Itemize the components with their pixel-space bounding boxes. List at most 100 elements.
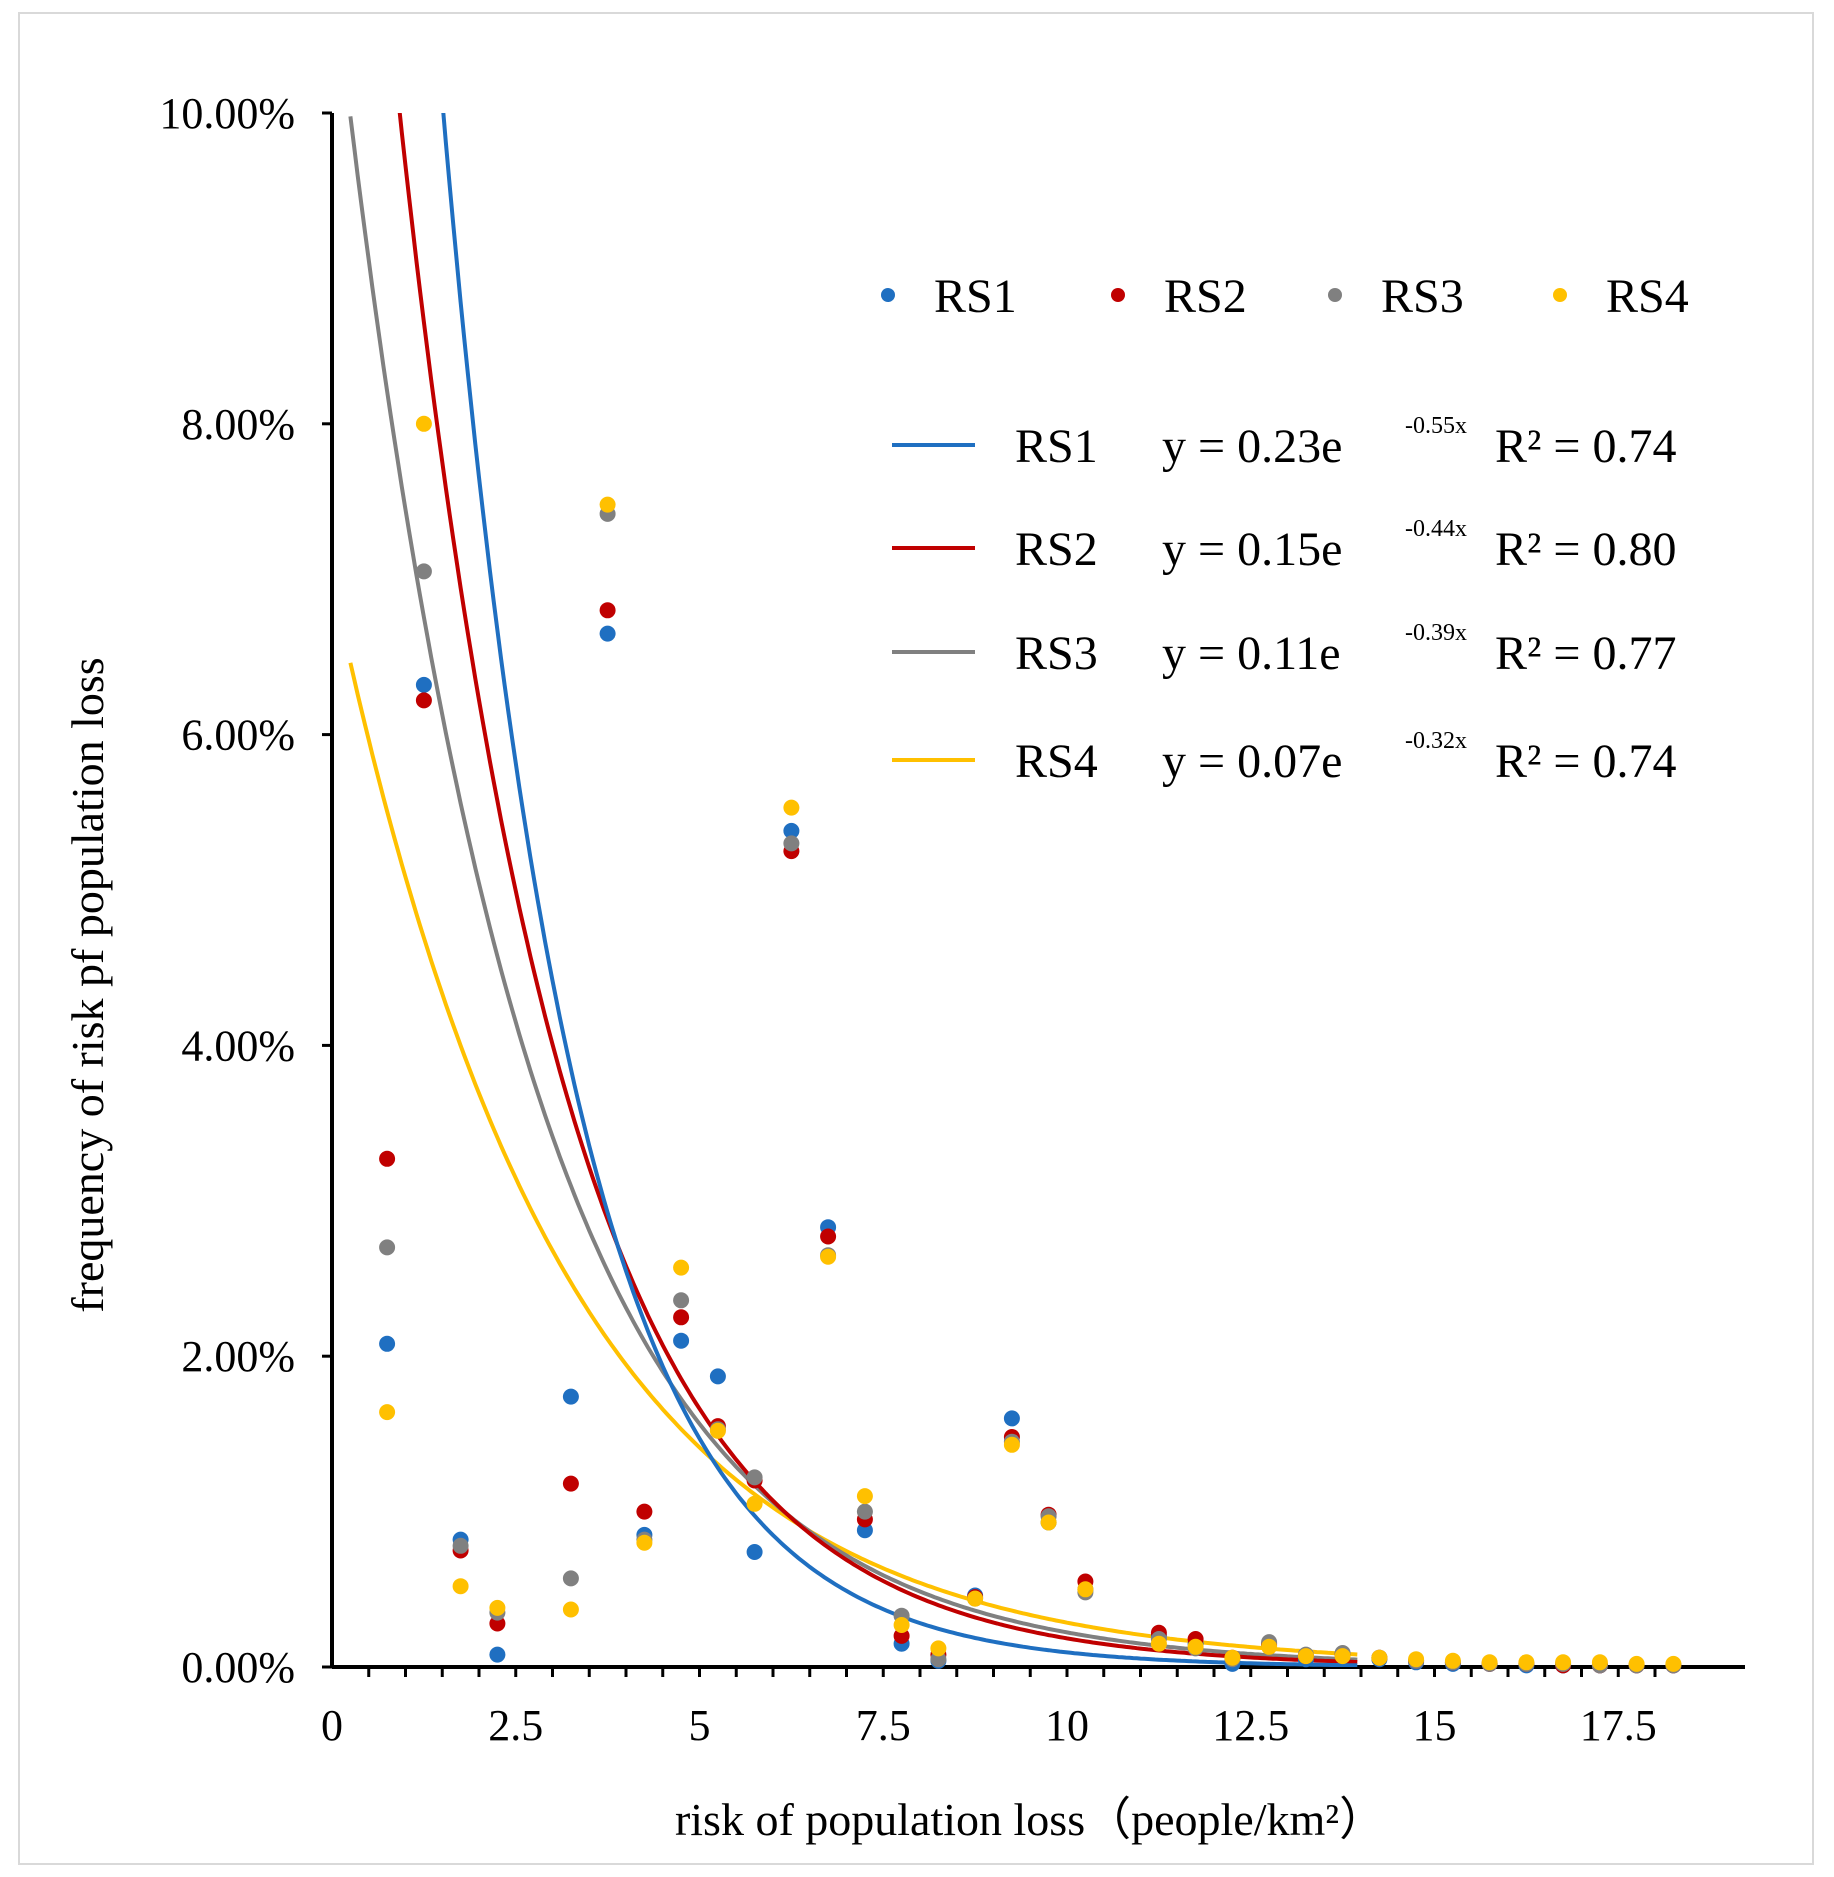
point-rs4 — [1261, 1638, 1278, 1655]
point-rs4 — [636, 1534, 653, 1551]
y-tick-label: 0.00% — [181, 1643, 295, 1692]
legend-r2-rs3: R² = 0.77 — [1495, 627, 1676, 680]
point-rs4 — [1077, 1581, 1094, 1598]
point-rs4 — [379, 1404, 396, 1421]
legend-equation-rs1: y = 0.23e — [1162, 420, 1342, 473]
point-rs1 — [562, 1388, 579, 1405]
point-rs2 — [562, 1475, 579, 1492]
x-tick-label: 0 — [321, 1701, 343, 1750]
y-tick-label: 6.00% — [181, 711, 295, 760]
point-rs2 — [599, 602, 616, 619]
legend-marker-rs4 — [1553, 288, 1567, 302]
legend-exponent-rs4: -0.32x — [1405, 728, 1467, 754]
x-axis-title: risk of population loss（people/km²） — [675, 1794, 1385, 1845]
legend-marker-rs1 — [881, 288, 895, 302]
point-rs4 — [1187, 1638, 1204, 1655]
legend-equation-rs2: y = 0.15e — [1162, 523, 1342, 576]
x-tick-label: 10 — [1045, 1701, 1089, 1750]
point-rs4 — [1297, 1648, 1314, 1665]
fit-line-rs2 — [397, 113, 1358, 1664]
point-rs4 — [893, 1617, 910, 1633]
point-rs3 — [562, 1570, 579, 1587]
point-rs4 — [1224, 1649, 1241, 1666]
y-tick-label: 2.00% — [181, 1332, 295, 1381]
point-rs4 — [1444, 1652, 1461, 1669]
point-rs4 — [415, 415, 432, 432]
point-rs2 — [636, 1503, 653, 1520]
legend-r2-rs4: R² = 0.74 — [1495, 735, 1676, 788]
point-rs3 — [746, 1469, 763, 1486]
y-tick-label: 4.00% — [181, 1021, 295, 1070]
point-rs3 — [452, 1537, 469, 1554]
legend-equation-rs3: y = 0.11e — [1162, 627, 1341, 680]
point-rs4 — [1040, 1514, 1057, 1531]
fit-line-rs3 — [348, 116, 1358, 1662]
chart-frame — [18, 12, 1814, 1865]
point-rs1 — [1003, 1410, 1020, 1427]
legend: RS1 RS2 RS3 RS4 RS1 y = 0.23e -0.55x R² = 0.74 R… — [881, 270, 1689, 788]
point-rs3 — [856, 1503, 873, 1520]
legend-equation-rs4: y = 0.07e — [1162, 735, 1342, 788]
fit-line-rs1 — [441, 113, 1358, 1667]
point-rs4 — [746, 1495, 763, 1512]
point-rs4 — [599, 496, 616, 513]
point-rs3 — [673, 1292, 690, 1309]
point-rs4 — [452, 1578, 469, 1595]
legend-exponent-rs3: -0.39x — [1405, 620, 1467, 646]
legend-label-rs4: RS4 — [1606, 270, 1689, 323]
legend-marker-rs2 — [1111, 288, 1125, 302]
point-rs4 — [1591, 1654, 1608, 1671]
point-rs4 — [1408, 1651, 1425, 1668]
x-tick-label: 7.5 — [856, 1701, 911, 1750]
point-rs4 — [1150, 1635, 1167, 1652]
x-tick-label: 15 — [1413, 1701, 1457, 1750]
point-rs2 — [673, 1309, 690, 1326]
point-rs1 — [599, 625, 616, 642]
legend-label-rs2: RS2 — [1164, 270, 1247, 323]
point-rs1 — [746, 1544, 763, 1560]
point-rs4 — [930, 1640, 947, 1657]
point-rs4 — [783, 799, 800, 816]
point-rs4 — [1003, 1436, 1020, 1453]
fit-lines — [348, 113, 1358, 1667]
point-rs4 — [709, 1422, 726, 1439]
legend-fit-name-rs4: RS4 — [1015, 735, 1098, 788]
legend-fit-name-rs1: RS1 — [1015, 420, 1098, 473]
point-rs4 — [1665, 1655, 1682, 1672]
point-rs4 — [856, 1488, 873, 1505]
y-axis-title: frequency of risk pf population loss — [62, 657, 113, 1312]
point-rs4 — [1371, 1649, 1388, 1666]
point-rs4 — [1518, 1654, 1535, 1671]
point-rs4 — [1334, 1648, 1351, 1665]
legend-label-rs3: RS3 — [1381, 270, 1464, 323]
legend-marker-rs3 — [1328, 288, 1342, 302]
axes: 0.00% 2.00% 4.00% 6.00% 8.00% 10.00% 0 2.5 5 7.5 1… — [159, 89, 1745, 1750]
point-rs1 — [709, 1368, 726, 1385]
point-rs4 — [489, 1599, 506, 1616]
point-rs4 — [967, 1590, 984, 1607]
point-rs2 — [379, 1150, 396, 1167]
legend-r2-rs1: R² = 0.74 — [1495, 420, 1676, 473]
point-rs4 — [1555, 1654, 1572, 1671]
point-rs1 — [673, 1332, 690, 1349]
point-rs4 — [1628, 1655, 1645, 1672]
y-tick-label: 8.00% — [181, 400, 295, 449]
point-rs2 — [415, 692, 432, 709]
point-rs3 — [783, 835, 800, 852]
legend-exponent-rs1: -0.55x — [1405, 413, 1467, 439]
point-rs4 — [820, 1248, 837, 1265]
data-points — [379, 415, 1682, 1674]
point-rs2 — [820, 1228, 837, 1245]
point-rs4 — [562, 1601, 579, 1618]
point-rs1 — [489, 1646, 506, 1663]
point-rs3 — [415, 563, 432, 580]
point-rs1 — [415, 676, 432, 693]
point-rs1 — [783, 822, 800, 839]
legend-exponent-rs2: -0.44x — [1405, 516, 1467, 542]
x-tick-label: 12.5 — [1212, 1701, 1289, 1750]
point-rs4 — [1481, 1654, 1498, 1671]
legend-label-rs1: RS1 — [934, 270, 1017, 323]
x-tick-label: 17.5 — [1580, 1701, 1657, 1750]
y-tick-label: 10.00% — [159, 89, 295, 138]
point-rs1 — [379, 1335, 396, 1352]
